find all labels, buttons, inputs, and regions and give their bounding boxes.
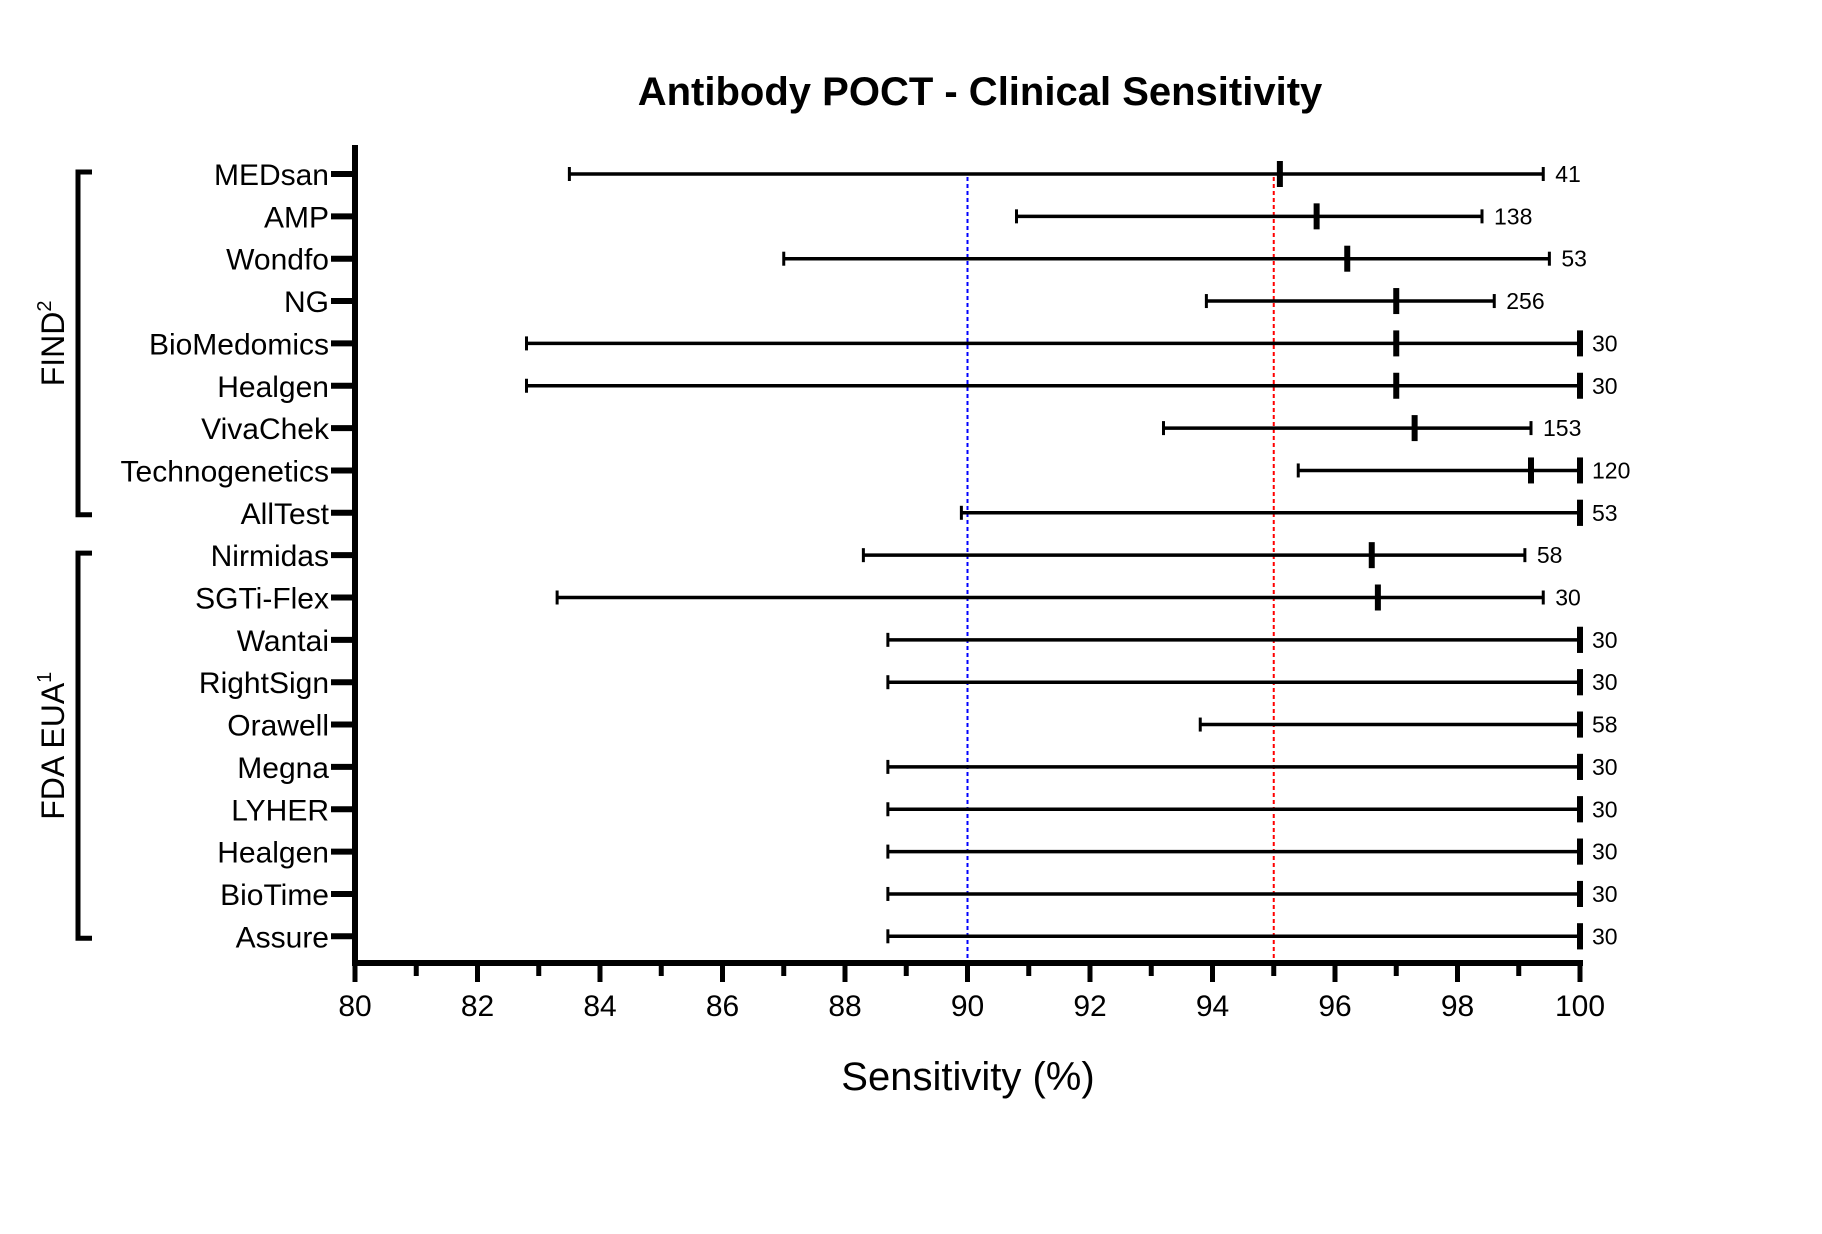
category-label: Assure xyxy=(236,921,329,954)
group-bracket xyxy=(75,169,92,518)
x-tick-label: 80 xyxy=(338,990,371,1023)
category-label: SGTi-Flex xyxy=(195,583,329,616)
group-label: FIND2 xyxy=(34,301,71,387)
sample-size-label: 30 xyxy=(1592,754,1618,780)
category-label: Healgen xyxy=(217,837,329,870)
x-tick-label: 100 xyxy=(1555,990,1605,1023)
plot-area: 80 82 84 86 88 90 92 94 96 98 100 MEDsan 41 AMP 138 Won… xyxy=(34,145,1630,1023)
category-label: Orawell xyxy=(227,710,329,743)
x-tick-label: 82 xyxy=(461,990,494,1023)
category-label: Megna xyxy=(237,752,329,785)
category-label: NG xyxy=(284,286,329,319)
category-label: AllTest xyxy=(241,498,330,531)
category-label: Wantai xyxy=(237,625,329,658)
group-label: FDA EUA1 xyxy=(34,672,71,820)
x-tick-label: 96 xyxy=(1318,990,1351,1023)
category-label: LYHER xyxy=(231,794,329,827)
chart-title: Antibody POCT - Clinical Sensitivity xyxy=(638,70,1323,114)
x-axis-label: Sensitivity (%) xyxy=(841,1055,1094,1099)
category-label: RightSign xyxy=(199,667,329,700)
sample-size-label: 138 xyxy=(1494,203,1532,229)
sample-size-label: 53 xyxy=(1561,246,1587,272)
sample-size-label: 30 xyxy=(1592,373,1618,399)
sample-size-label: 153 xyxy=(1543,415,1581,441)
sample-size-label: 120 xyxy=(1592,457,1630,483)
group-label-text: FIND xyxy=(35,312,71,387)
group-label-superscript: 2 xyxy=(34,301,56,312)
category-label: Healgen xyxy=(217,371,329,404)
x-tick-label: 94 xyxy=(1196,990,1229,1023)
x-tick-label: 90 xyxy=(951,990,984,1023)
sample-size-label: 30 xyxy=(1555,585,1581,611)
sample-size-label: 30 xyxy=(1592,923,1618,949)
sample-size-label: 256 xyxy=(1506,288,1544,314)
sample-size-label: 53 xyxy=(1592,500,1618,526)
sample-size-label: 30 xyxy=(1592,627,1618,653)
x-tick-label: 88 xyxy=(828,990,861,1023)
x-tick-label: 84 xyxy=(583,990,616,1023)
category-label: Technogenetics xyxy=(121,455,329,488)
group-label-superscript: 1 xyxy=(34,672,56,683)
sample-size-label: 30 xyxy=(1592,881,1618,907)
sample-size-label: 30 xyxy=(1592,839,1618,865)
sample-size-label: 30 xyxy=(1592,669,1618,695)
category-label: MEDsan xyxy=(214,159,329,192)
group-label-text: FDA EUA xyxy=(35,682,71,820)
category-label: VivaChek xyxy=(201,413,330,446)
sample-size-label: 41 xyxy=(1555,161,1581,187)
sample-size-label: 30 xyxy=(1592,330,1618,356)
category-label: BioMedomics xyxy=(149,328,329,361)
category-label: BioTime xyxy=(220,879,329,912)
category-label: Wondfo xyxy=(226,244,329,277)
group-bracket xyxy=(75,550,92,941)
sample-size-label: 58 xyxy=(1537,542,1563,568)
category-label: Nirmidas xyxy=(211,540,329,573)
sample-size-label: 58 xyxy=(1592,712,1618,738)
x-tick-label: 98 xyxy=(1441,990,1474,1023)
x-tick-label: 86 xyxy=(706,990,739,1023)
category-label: AMP xyxy=(264,201,329,234)
x-tick-label: 92 xyxy=(1073,990,1106,1023)
sample-size-label: 30 xyxy=(1592,796,1618,822)
